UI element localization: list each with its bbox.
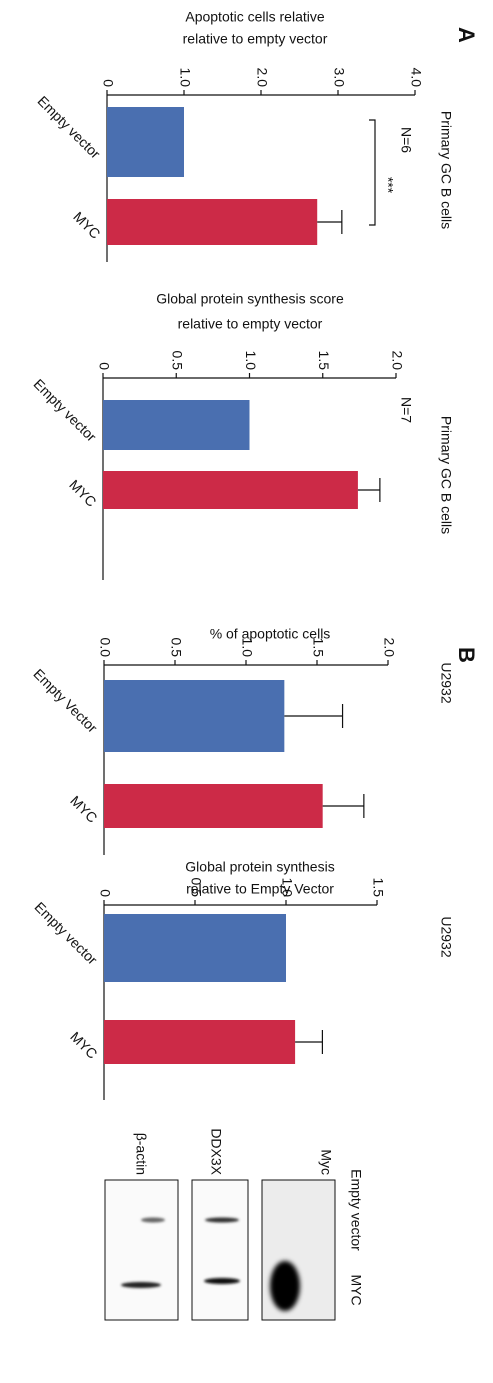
subtitle: U2932 (438, 662, 454, 703)
bar (107, 107, 184, 177)
y-tick-label: 0.5 (168, 638, 184, 658)
x-tick-label: Empty vector (30, 376, 99, 445)
bar (104, 784, 323, 828)
subtitle: U2932 (438, 916, 454, 957)
blot-band (205, 1217, 239, 1223)
blot-row-label: β-actin (133, 1133, 149, 1175)
y-tick-label: 0.0 (97, 638, 113, 658)
blot-column-label: Empty vector (348, 1169, 364, 1251)
panel-label: B (454, 647, 479, 663)
blot-box (191, 1179, 249, 1321)
panel-label: A (454, 27, 479, 43)
subtitle: Primary GC B cells (438, 111, 454, 229)
y-tick-label: 0 (97, 889, 113, 897)
significance-bracket (369, 119, 376, 226)
y-tick-label: 1.0 (279, 878, 295, 898)
significance: *** (380, 177, 396, 194)
bar (104, 680, 285, 752)
axis-title: relative to empty vector (178, 316, 323, 332)
axis-title: relative to empty vector (183, 31, 328, 47)
blot-row-label: DDX3X (208, 1128, 224, 1175)
blot-row-label: Myc (318, 1149, 334, 1175)
x-tick-label: Empty vector (31, 899, 100, 968)
annotation: N=6 (398, 127, 414, 153)
y-tick-label: 1.0 (239, 638, 255, 658)
blot-column-label: MYC (348, 1274, 364, 1305)
y-tick-label: 3.0 (331, 68, 347, 88)
blot-box (104, 1179, 179, 1321)
bar (103, 471, 358, 509)
y-tick-label: 0.5 (170, 351, 186, 371)
bar (103, 400, 250, 450)
y-tick-label: 1.5 (316, 351, 332, 371)
x-tick-label: MYC (70, 208, 103, 241)
blot-band (270, 1261, 300, 1311)
axis-title: Global protein synthesis score (156, 291, 344, 307)
rotated-figure: A B Empty vector MYC Myc DDX3X β-actin A… (30, 9, 479, 1321)
blot-band (141, 1217, 165, 1223)
blot-band (204, 1278, 240, 1284)
y-tick-label: 1.0 (177, 68, 193, 88)
x-tick-label: MYC (66, 476, 99, 509)
y-tick-label: 2.0 (381, 638, 397, 658)
y-tick-label: 4.0 (408, 68, 424, 88)
bar (107, 199, 318, 245)
subtitle: Primary GC B cells (438, 416, 454, 534)
y-tick-label: 0 (96, 362, 112, 370)
bar (104, 1020, 296, 1064)
annotation: N=7 (398, 397, 414, 423)
y-tick-label: 2.0 (389, 351, 405, 371)
blot-band (121, 1282, 161, 1288)
axis-title: Global protein synthesis (185, 859, 334, 875)
axis-title: % of apoptotic cells (210, 626, 331, 642)
bar (104, 914, 286, 982)
western-blot: Empty vector MYC Myc DDX3X β-actin (104, 1128, 364, 1321)
x-tick-label: Empty Vector (30, 666, 100, 736)
x-tick-label: Empty vector (34, 93, 103, 162)
y-tick-label: 1.0 (243, 351, 259, 371)
y-tick-label: 1.5 (370, 878, 386, 898)
x-tick-label: MYC (67, 792, 100, 825)
y-tick-label: 2.0 (254, 68, 270, 88)
y-tick-label: 0.5 (188, 878, 204, 898)
y-tick-label: 1.5 (310, 638, 326, 658)
axis-title: relative to Empty Vector (186, 881, 334, 897)
y-tick-label: 0 (100, 79, 116, 87)
x-tick-label: MYC (67, 1028, 100, 1061)
axis-title: Apoptotic cells relative (185, 9, 325, 25)
